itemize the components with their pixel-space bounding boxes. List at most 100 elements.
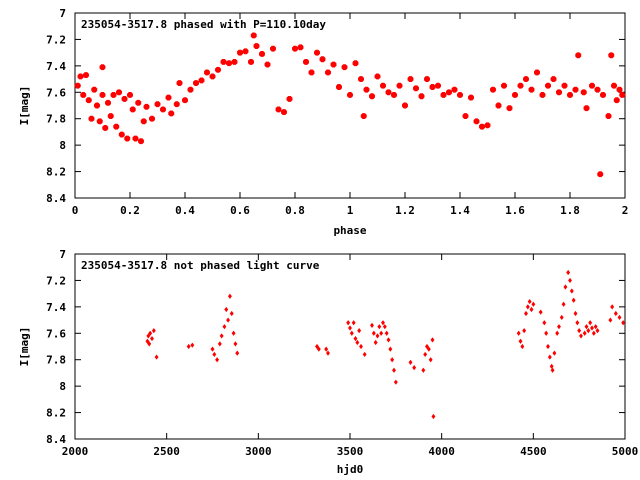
data-point [572,86,579,93]
data-point [99,91,106,98]
data-point [316,346,321,352]
data-point [303,58,309,65]
data-point [621,320,626,326]
data-point [229,310,234,317]
data-point [351,320,356,326]
data-point [281,109,287,116]
data-point [85,97,92,104]
unphased-light-curve-panel: 235054-3517.8 not phased light curve hjd… [18,248,638,476]
data-point [198,77,205,84]
data-point [557,324,561,330]
y-tick-label: 8.4 [46,433,66,446]
data-point [385,89,392,96]
data-point [253,43,260,49]
x-tick-label: 1.4 [450,204,470,217]
data-point [96,118,103,125]
data-point [595,328,600,334]
data-point [529,306,534,313]
data-point [380,82,386,89]
y-tick-label: 7.2 [46,274,66,287]
axis-ticks: 2000 2500 3000 3500 4000 4500 5000 7 7.2 7.4 7.6 7.… [46,248,638,458]
y-tick-label: 7.4 [46,60,66,73]
x-axis-label: phase [333,224,366,237]
data-point [569,288,574,294]
data-point [424,76,430,83]
y-tick-label: 7.2 [46,33,66,46]
data-point [324,346,329,352]
data-point [154,101,161,108]
data-point [446,89,452,96]
data-point [407,76,414,83]
data-point [319,56,326,63]
data-point [132,135,139,142]
data-point [542,320,547,326]
data-point [352,60,359,67]
data-point [573,310,578,317]
y-tick-label: 8.2 [46,166,66,179]
data-point [613,97,620,104]
y-tick-label: 8 [59,139,66,152]
data-point [584,324,589,330]
x-tick-label: 2 [622,204,629,217]
data-point [94,102,100,109]
data-point [391,91,397,98]
phased-light-curve-panel: 235054-3517.8 phased with P=110.10day ph… [18,7,628,237]
data-point [77,73,84,80]
data-point [579,333,583,339]
data-point [523,76,529,83]
x-axis-label: hjd0 [337,463,364,476]
data-point [99,64,106,71]
data-point [248,58,254,65]
x-tick-label: 4000 [428,445,455,458]
data-point [619,91,626,98]
data-point [556,89,562,96]
data-point [527,298,532,305]
data-point [353,335,358,342]
x-tick-label: 1 [347,204,354,217]
y-axis-label: I[mag] [18,86,31,126]
data-point [413,85,419,92]
data-point [522,328,527,334]
chart-title: 235054-3517.8 phased with P=110.10day [81,18,326,31]
data-point [421,367,426,373]
data-point [388,346,393,352]
y-tick-label: 8 [59,380,66,393]
data-point [224,306,229,313]
data-point [264,61,271,68]
data-point [577,328,582,334]
data-point [524,310,528,317]
data-point [110,91,117,98]
x-tick-label: 0.2 [120,204,140,217]
data-point [379,330,384,336]
data-point [222,324,227,330]
data-point [611,82,617,89]
data-point [552,350,557,356]
data-point [490,86,496,93]
data-point [215,357,220,363]
data-point [113,123,120,130]
data-point [550,76,557,83]
data-point [386,337,391,343]
data-point [371,330,376,336]
data-point [165,94,172,101]
data-point [506,105,513,112]
data-point [457,91,463,98]
data-point [617,314,622,321]
data-point [83,72,89,79]
data-point [381,320,385,326]
data-points [74,32,626,178]
data-point [613,310,618,317]
data-point [593,324,598,330]
data-point [147,341,152,347]
y-tick-label: 7.4 [46,301,66,314]
data-point [237,49,243,56]
data-point [168,110,175,117]
data-point [616,86,623,93]
data-point [186,343,191,350]
data-point [220,58,227,65]
data-point [349,330,354,336]
data-points [145,269,626,420]
data-point [297,44,304,51]
x-tick-label: 5000 [612,445,639,458]
data-point [589,82,595,89]
